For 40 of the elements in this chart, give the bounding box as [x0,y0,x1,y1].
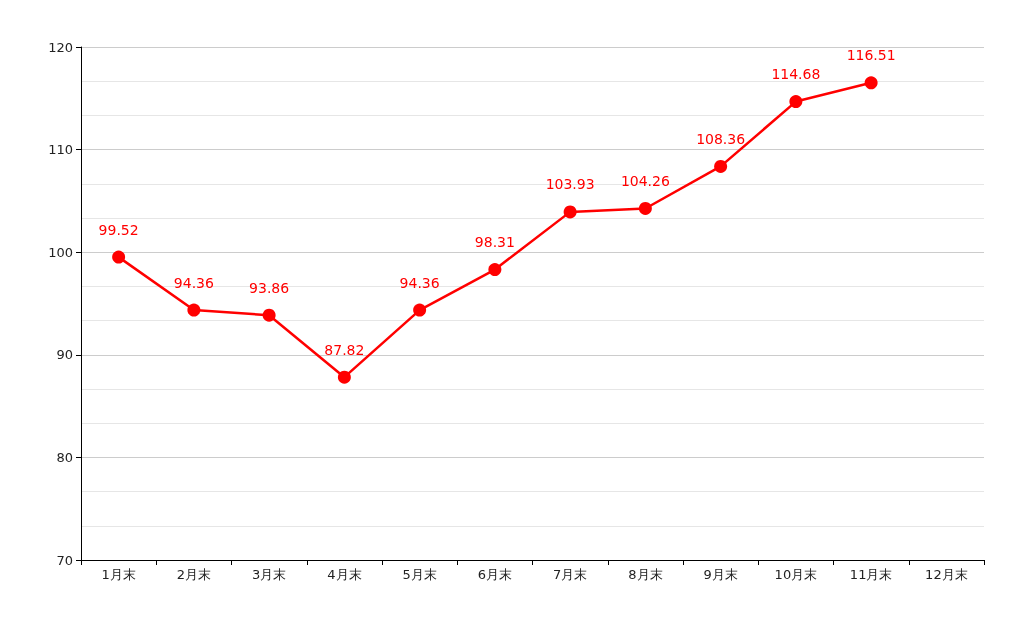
point [413,303,427,317]
x-tick-label: 5月末 [402,567,437,582]
point [488,263,502,277]
data-label: 108.36 [696,130,746,147]
point [864,76,878,90]
y-tick-label: 80 [56,449,73,465]
x-tick-label: 2月末 [176,567,212,582]
y-tick-label: 70 [56,552,73,568]
data-label: 103.93 [545,176,595,193]
x-tick-label: 9月末 [703,567,738,582]
x-tick-label: 12月末 [925,567,968,582]
data-label: 94.36 [399,274,440,291]
x-tick-label: 8月末 [628,567,663,582]
point [638,202,652,215]
point [563,205,577,219]
data-label: 87.82 [324,341,365,358]
x-tick-label: 4月末 [327,567,362,582]
x-tick-label: 7月末 [552,567,588,582]
data-label: 98.31 [474,234,515,251]
point [337,370,351,384]
y-tick-label: 90 [56,347,73,363]
point [262,308,276,322]
data-label: 116.51 [846,47,896,64]
x-tick-label: 3月末 [251,567,287,582]
point [714,159,728,173]
point [112,250,126,264]
y-tick-label: 110 [48,142,73,158]
data-label: 94.36 [173,274,214,291]
y-tick-label: 100 [48,244,73,260]
point [789,95,803,109]
x-tick-label: 11月末 [849,567,893,582]
data-label: 99.52 [98,221,139,238]
data-label: 114.68 [771,66,821,83]
x-tick-label: 1月末 [101,567,136,582]
point [187,303,201,317]
data-label: 93.86 [249,279,290,296]
x-tick-label: 10月末 [774,567,818,582]
data-label: 104.26 [620,172,670,189]
y-tick-label: 120 [48,39,73,55]
x-tick-label: 6月末 [477,567,513,582]
